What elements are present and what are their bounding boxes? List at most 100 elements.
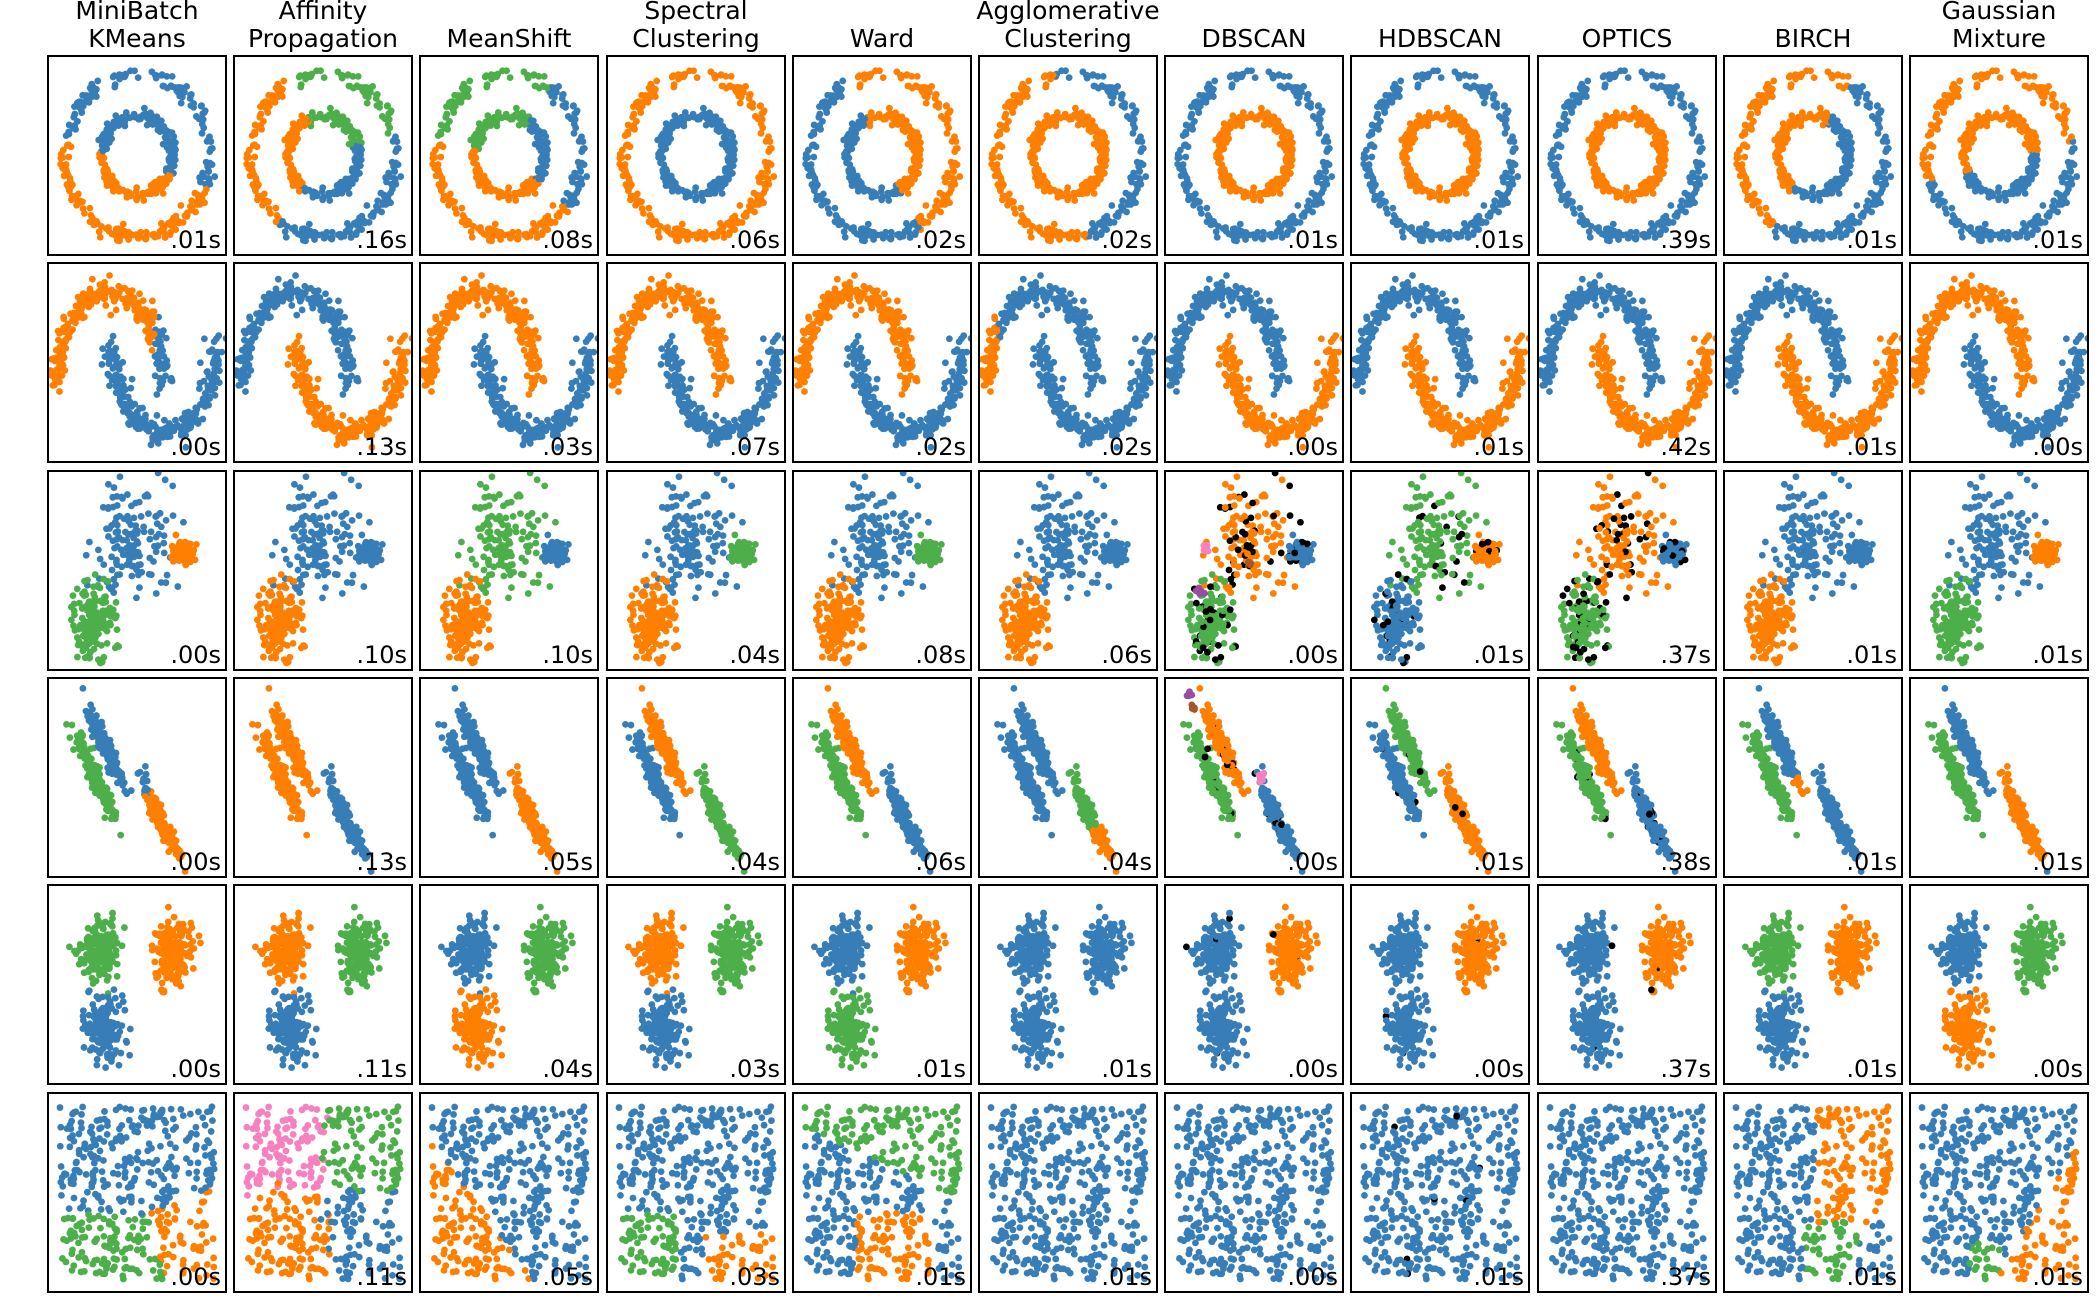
subplot-minibatch-kmeans-no-structure: .00s: [47, 1092, 227, 1293]
scatter-canvas: [980, 679, 1156, 876]
scatter-canvas: [980, 1094, 1156, 1291]
scatter-canvas: [980, 886, 1156, 1083]
subplot-agglomerative-clustering-noisy-moons: .02s: [978, 262, 1158, 463]
scatter-canvas: [794, 679, 970, 876]
scatter-canvas: [1539, 57, 1715, 254]
subplot-gaussian-mixture-anisotropic-blobs: .01s: [1909, 677, 2089, 878]
fit-time-label: .38s: [1660, 848, 1711, 876]
column-title-line: Agglomerative: [976, 0, 1160, 25]
subplot-dbscan-varied-variance-blobs: .00s: [1164, 470, 1344, 671]
subplot-gaussian-mixture-no-structure: .01s: [1909, 1092, 2089, 1293]
fit-time-label: .00s: [170, 1055, 221, 1083]
scatter-canvas: [608, 472, 784, 669]
column-title-line: Ward: [849, 23, 915, 53]
fit-time-label: .07s: [729, 433, 780, 461]
fit-time-label: .04s: [1101, 848, 1152, 876]
subplot-ward-noisy-moons: .02s: [792, 262, 972, 463]
column-title-line: Clustering: [632, 23, 760, 53]
scatter-canvas: [49, 472, 225, 669]
scatter-canvas: [49, 264, 225, 461]
subplot-birch-blobs: .01s: [1723, 884, 1903, 1085]
fit-time-label: .04s: [542, 1055, 593, 1083]
subplot-spectral-clustering-varied-variance-blobs: .04s: [606, 470, 786, 671]
scatter-canvas: [1725, 679, 1901, 876]
fit-time-label: .03s: [542, 433, 593, 461]
subplot-minibatch-kmeans-noisy-moons: .00s: [47, 262, 227, 463]
subplot-dbscan-no-structure: .00s: [1164, 1092, 1344, 1293]
subplot-hdbscan-varied-variance-blobs: .01s: [1350, 470, 1530, 671]
fit-time-label: .37s: [1660, 641, 1711, 669]
subplot-spectral-clustering-blobs: .03s: [606, 884, 786, 1085]
subplot-birch-no-structure: .01s: [1723, 1092, 1903, 1293]
scatter-canvas: [1911, 264, 2087, 461]
subplot-ward-noisy-circles: .02s: [792, 55, 972, 256]
scatter-canvas: [1539, 264, 1715, 461]
subplot-ward-blobs: .01s: [792, 884, 972, 1085]
fit-time-label: .02s: [1101, 226, 1152, 254]
scatter-canvas: [794, 1094, 970, 1291]
scatter-canvas: [49, 679, 225, 876]
fit-time-label: .04s: [729, 641, 780, 669]
column-title-spectral-clustering: Spectral Clustering: [606, 0, 786, 52]
subplot-hdbscan-no-structure: .01s: [1350, 1092, 1530, 1293]
subplot-birch-anisotropic-blobs: .01s: [1723, 677, 1903, 878]
subplot-minibatch-kmeans-noisy-circles: .01s: [47, 55, 227, 256]
subplot-meanshift-blobs: .04s: [419, 884, 599, 1085]
fit-time-label: .00s: [1287, 1263, 1338, 1291]
subplot-ward-no-structure: .01s: [792, 1092, 972, 1293]
scatter-canvas: [1352, 679, 1528, 876]
scatter-canvas: [1725, 472, 1901, 669]
scatter-canvas: [235, 1094, 411, 1291]
scatter-canvas: [421, 264, 597, 461]
column-title-agglomerative-clustering: Agglomerative Clustering: [976, 0, 1160, 53]
fit-time-label: .06s: [729, 226, 780, 254]
scatter-canvas: [421, 886, 597, 1083]
fit-time-label: .13s: [356, 433, 407, 461]
subplot-optics-noisy-circles: .39s: [1537, 55, 1717, 256]
scatter-canvas: [421, 1094, 597, 1291]
subplot-agglomerative-clustering-noisy-circles: .02s: [978, 55, 1158, 256]
column-title-line: Clustering: [1004, 23, 1132, 53]
scatter-canvas: [421, 679, 597, 876]
subplot-spectral-clustering-noisy-circles: .06s: [606, 55, 786, 256]
fit-time-label: .01s: [1101, 1263, 1152, 1291]
fit-time-label: .08s: [542, 226, 593, 254]
fit-time-label: .01s: [1473, 848, 1524, 876]
subplot-meanshift-anisotropic-blobs: .05s: [419, 677, 599, 878]
scatter-canvas: [1539, 472, 1715, 669]
fit-time-label: .01s: [1287, 226, 1338, 254]
column-title-line: Spectral: [644, 0, 748, 25]
fit-time-label: .02s: [1101, 433, 1152, 461]
fit-time-label: .42s: [1660, 433, 1711, 461]
scatter-canvas: [1911, 886, 2087, 1083]
subplot-affinity-propagation-noisy-circles: .16s: [233, 55, 413, 256]
fit-time-label: .02s: [915, 433, 966, 461]
scatter-canvas: [235, 886, 411, 1083]
scatter-canvas: [1725, 57, 1901, 254]
subplot-ward-anisotropic-blobs: .06s: [792, 677, 972, 878]
fit-time-label: .00s: [1473, 1055, 1524, 1083]
fit-time-label: .01s: [1473, 641, 1524, 669]
fit-time-label: .01s: [1473, 226, 1524, 254]
scatter-canvas: [608, 886, 784, 1083]
column-title-line: HDBSCAN: [1378, 23, 1502, 53]
subplot-spectral-clustering-anisotropic-blobs: .04s: [606, 677, 786, 878]
scatter-canvas: [235, 472, 411, 669]
subplot-birch-noisy-circles: .01s: [1723, 55, 1903, 256]
subplot-agglomerative-clustering-blobs: .01s: [978, 884, 1158, 1085]
scatter-canvas: [794, 264, 970, 461]
scatter-canvas: [1539, 886, 1715, 1083]
fit-time-label: .01s: [915, 1263, 966, 1291]
fit-time-label: .03s: [729, 1055, 780, 1083]
subplot-gaussian-mixture-blobs: .00s: [1909, 884, 2089, 1085]
fit-time-label: .01s: [1846, 848, 1897, 876]
fit-time-label: .01s: [1846, 641, 1897, 669]
subplot-minibatch-kmeans-varied-variance-blobs: .00s: [47, 470, 227, 671]
scatter-canvas: [794, 886, 970, 1083]
fit-time-label: .01s: [1846, 226, 1897, 254]
scatter-canvas: [980, 57, 1156, 254]
fit-time-label: .01s: [2032, 226, 2083, 254]
fit-time-label: .01s: [2032, 848, 2083, 876]
fit-time-label: .39s: [1660, 226, 1711, 254]
